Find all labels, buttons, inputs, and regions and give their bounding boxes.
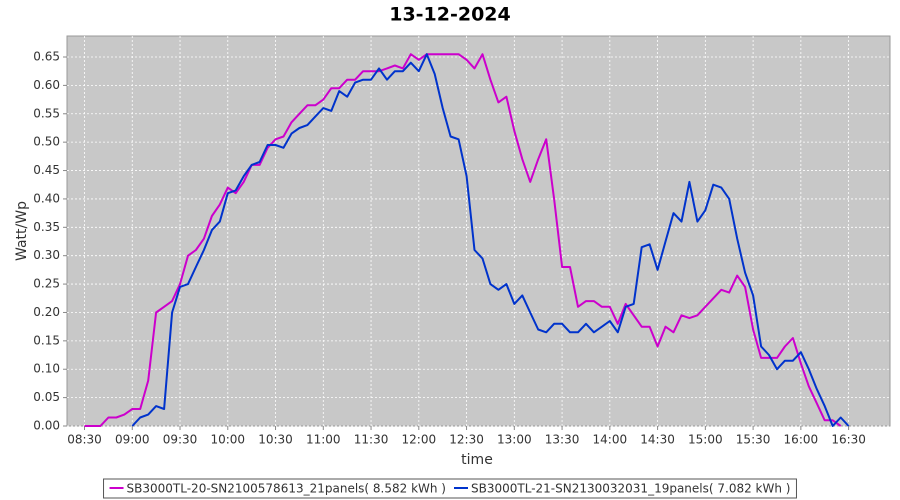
x-tick-label: 14:00 bbox=[593, 433, 628, 447]
x-tick-label: 13:00 bbox=[497, 433, 532, 447]
x-tick-label: 13:30 bbox=[545, 433, 580, 447]
y-tick-label: 0.45 bbox=[33, 163, 60, 177]
y-tick-label: 0.05 bbox=[33, 390, 60, 404]
y-tick-label: 0.10 bbox=[33, 362, 60, 376]
y-axis-label: Watt/Wp bbox=[14, 201, 30, 261]
plot-area bbox=[66, 35, 891, 427]
y-tick-label: 0.55 bbox=[33, 106, 60, 120]
x-tick-label: 10:30 bbox=[258, 433, 293, 447]
x-tick-label: 11:00 bbox=[306, 433, 341, 447]
series-line bbox=[131, 53, 850, 427]
x-tick-label: 16:30 bbox=[831, 433, 866, 447]
x-tick-label: 12:30 bbox=[449, 433, 484, 447]
legend-label: SB3000TL-21-SN2130032031_19panels( 7.082… bbox=[471, 482, 790, 496]
legend-label: SB3000TL-20-SN2100578613_21panels( 8.582… bbox=[127, 482, 446, 496]
x-tick-label: 11:30 bbox=[354, 433, 389, 447]
legend: SB3000TL-20-SN2100578613_21panels( 8.582… bbox=[103, 478, 797, 499]
y-tick-label: 0.20 bbox=[33, 305, 60, 319]
x-tick-label: 15:30 bbox=[736, 433, 771, 447]
chart-title: 13-12-2024 bbox=[389, 4, 511, 26]
y-tick-label: 0.60 bbox=[33, 78, 60, 92]
y-tick-label: 0.15 bbox=[33, 333, 60, 347]
x-tick-label: 15:00 bbox=[688, 433, 723, 447]
legend-box bbox=[103, 478, 797, 499]
x-axis-label: time bbox=[461, 452, 493, 468]
x-tick-label: 09:30 bbox=[163, 433, 198, 447]
x-tick-label: 08:30 bbox=[67, 433, 102, 447]
y-tick-label: 0.25 bbox=[33, 277, 60, 291]
y-tick-label: 0.65 bbox=[33, 50, 60, 64]
y-tick-label: 0.30 bbox=[33, 248, 60, 262]
y-tick-label: 0.50 bbox=[33, 135, 60, 149]
x-tick-label: 14:30 bbox=[640, 433, 675, 447]
x-tick-label: 09:00 bbox=[115, 433, 150, 447]
series-line bbox=[84, 53, 842, 427]
x-tick-label: 16:00 bbox=[784, 433, 819, 447]
y-tick-label: 0.40 bbox=[33, 191, 60, 205]
y-tick-label: 0.35 bbox=[33, 220, 60, 234]
x-tick-label: 10:00 bbox=[210, 433, 245, 447]
x-tick-label: 12:00 bbox=[402, 433, 437, 447]
y-tick-label: 0.00 bbox=[33, 419, 60, 433]
